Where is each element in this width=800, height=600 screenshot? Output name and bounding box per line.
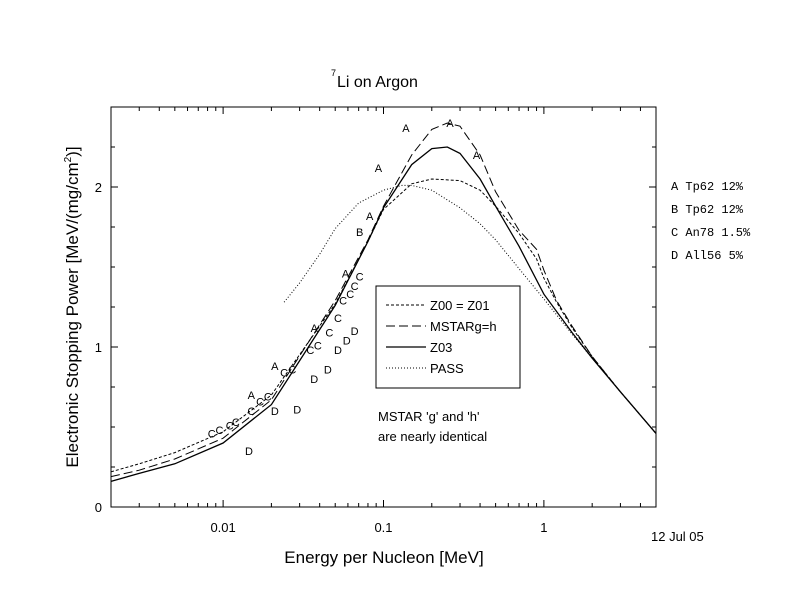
y-tick-label: 0 xyxy=(95,500,102,515)
y-axis-label-close: )] xyxy=(63,146,82,156)
y-tick-label: 2 xyxy=(95,180,102,195)
x-tick-label: 1 xyxy=(540,520,547,535)
data-point-c: C xyxy=(232,417,240,429)
data-point-d: D xyxy=(343,336,351,348)
data-point-b: B xyxy=(356,227,363,239)
date-stamp: 12 Jul 05 xyxy=(651,529,704,544)
annotation-line-2: are nearly identical xyxy=(378,429,487,444)
data-point-a: A xyxy=(446,118,454,130)
data-point-c: C xyxy=(306,345,314,357)
data-point-a: A xyxy=(473,150,481,162)
x-tick-label: 0.01 xyxy=(210,520,235,535)
data-point-c: C xyxy=(339,296,347,308)
x-axis-label: Energy per Nucleon [MeV] xyxy=(284,548,483,567)
legend-label-1: MSTARg=h xyxy=(430,319,497,334)
data-point-a: A xyxy=(248,390,256,402)
series-line-2 xyxy=(110,146,657,483)
data-point-d: D xyxy=(334,345,342,357)
y-tick-label: 1 xyxy=(95,340,102,355)
data-point-d: D xyxy=(293,404,301,416)
data-point-c: C xyxy=(288,364,296,376)
y-axis-label-main: Electronic Stopping Power [MeV/(mg/cm xyxy=(63,162,82,467)
series-line-3 xyxy=(283,184,657,434)
data-point-c: C xyxy=(226,420,234,432)
data-point-c: C xyxy=(256,396,264,408)
data-point-c: C xyxy=(356,272,364,284)
data-point-d: D xyxy=(351,326,359,338)
legend-box xyxy=(375,285,521,389)
data-point-d: D xyxy=(310,374,318,386)
legend-label-2: Z03 xyxy=(430,340,452,355)
series-line-1 xyxy=(110,122,657,478)
data-point-a: A xyxy=(402,123,410,135)
chart-title: Li on Argon xyxy=(337,74,418,91)
data-point-c: C xyxy=(351,281,359,293)
annotation-line-1: MSTAR 'g' and 'h' xyxy=(378,409,479,424)
y-axis-label-sup: 2 xyxy=(63,156,74,162)
data-point-c: C xyxy=(264,392,272,404)
y-axis-label: Electronic Stopping Power [MeV/(mg/cm2)] xyxy=(63,146,82,467)
data-point-a: A xyxy=(375,163,383,175)
source-legend-entry-a: A Tp62 12% xyxy=(671,180,744,194)
data-point-d: D xyxy=(271,406,279,418)
legend-label-3: PASS xyxy=(430,361,464,376)
source-legend-entry-b: B Tp62 12% xyxy=(671,203,744,217)
data-point-c: C xyxy=(325,328,333,340)
data-point-c: C xyxy=(346,289,354,301)
data-point-c: C xyxy=(216,425,224,437)
x-tick-label: 0.1 xyxy=(374,520,392,535)
chart-title-superscript: 7 xyxy=(331,68,336,78)
data-point-c: C xyxy=(247,406,255,418)
data-point-a: A xyxy=(342,268,350,280)
data-point-a: A xyxy=(311,323,319,335)
legend-label-0: Z00 = Z01 xyxy=(430,298,490,313)
data-point-c: C xyxy=(334,313,342,325)
data-point-d: D xyxy=(245,446,253,458)
data-point-c: C xyxy=(314,340,322,352)
data-point-c: C xyxy=(208,428,216,440)
data-point-d: D xyxy=(324,364,332,376)
source-legend-entry-c: C An78 1.5% xyxy=(671,226,751,240)
data-point-c: C xyxy=(280,368,288,380)
data-point-a: A xyxy=(271,361,279,373)
source-legend-entry-d: D All56 5% xyxy=(671,249,744,263)
data-point-a: A xyxy=(366,211,374,223)
